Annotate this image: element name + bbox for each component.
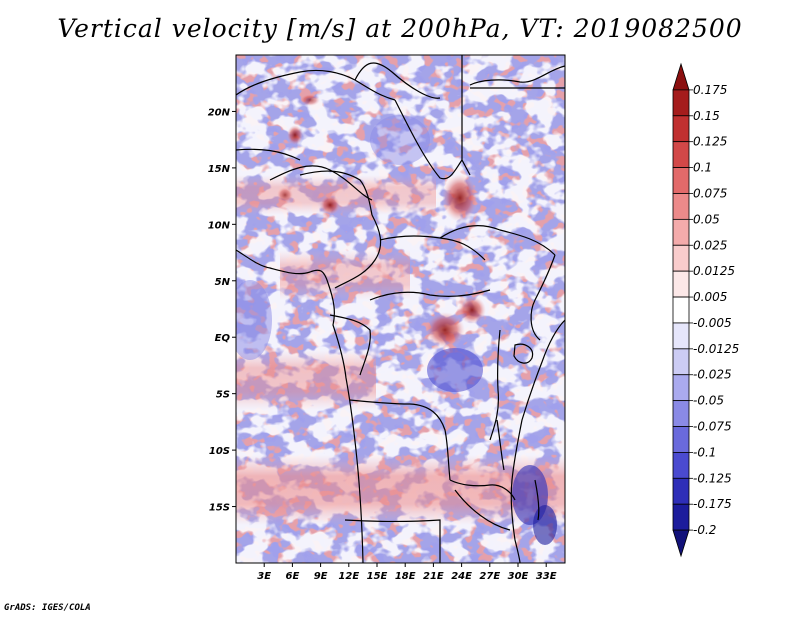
colorbar-label: 0.15	[693, 109, 720, 123]
colorbar-swatch	[672, 244, 690, 272]
colorbar-label: -0.075	[693, 420, 732, 434]
border-zambia-zimbabwe	[454, 489, 511, 531]
colorbar-swatch	[672, 193, 690, 220]
border-namibia	[344, 519, 441, 563]
colorbar-swatch	[672, 115, 690, 143]
lon-tick-label: 9E	[314, 571, 328, 582]
border-sudan-ssudan	[439, 225, 556, 256]
colorbar-swatch	[672, 374, 690, 402]
colorbar-swatch	[672, 167, 690, 194]
colorbar-swatch	[672, 452, 690, 479]
colorbar-swatch	[672, 529, 690, 558]
colorbar-swatch	[672, 141, 690, 168]
border-drc-angola	[349, 399, 451, 481]
colorbar-label: 0.025	[693, 238, 727, 252]
west-africa-coastline	[236, 249, 364, 563]
colorbar-label: 0.005	[693, 290, 727, 304]
border-nigeria-cameroon	[334, 214, 382, 289]
lat-tick-label: 15S	[209, 503, 230, 514]
lat-tick-label: 5S	[216, 390, 230, 401]
lon-tick-label: 21E	[423, 571, 444, 582]
colorbar-swatch	[672, 503, 690, 531]
lon-tick-label: 12E	[338, 571, 359, 582]
colorbar-label: 0.1	[693, 161, 712, 175]
colorbar-label: -0.025	[693, 368, 732, 382]
lon-tick-label: 6E	[286, 571, 300, 582]
lake-tanganyika	[496, 419, 505, 471]
colorbar-swatch	[672, 348, 690, 376]
lon-axis: 3E 6E 9E 12E 15E 18E 21E 24E 27E 30E 33E	[257, 563, 557, 582]
border-car-drc	[369, 289, 491, 301]
colorbar-label: 0.175	[693, 83, 727, 97]
border-algeria-niger	[354, 62, 441, 99]
border-gabon-congo	[329, 314, 371, 376]
lat-tick-label: EQ	[215, 333, 231, 344]
boundaries	[236, 55, 565, 563]
colorbar-label: -0.0125	[693, 342, 739, 356]
colorbar-label: -0.175	[693, 497, 732, 511]
colorbar-swatch	[672, 218, 690, 246]
border-ethiopia	[530, 254, 556, 341]
colorbar-label: 0.125	[693, 135, 727, 149]
border-drc-east	[489, 329, 501, 441]
lat-tick-label: 10N	[208, 220, 231, 231]
border-sahel	[236, 148, 301, 161]
colorbar-label: 0.0125	[693, 264, 735, 278]
lon-tick-label: 27E	[479, 571, 500, 582]
border-libya-sudan	[461, 55, 471, 176]
border-mauritania-mali	[236, 69, 396, 101]
lake-malawi	[534, 479, 540, 521]
border-mali-burkina	[269, 165, 373, 201]
lat-tick-label: 5N	[215, 277, 231, 288]
border-angola-zambia	[449, 479, 516, 501]
lat-tick-label: 15N	[208, 164, 231, 175]
lon-tick-label: 30E	[508, 571, 529, 582]
lat-tick-label: 10S	[209, 446, 230, 457]
red-sea-coast	[469, 65, 565, 86]
colorbar: 0.175 0.15 0.125 0.1 0.075 0.05 0.025 0.0125 0.0…	[672, 62, 739, 558]
lon-tick-label: 3E	[257, 571, 271, 582]
lon-tick-label: 18E	[395, 571, 416, 582]
colorbar-swatch	[672, 89, 690, 117]
colorbar-label: -0.125	[693, 471, 732, 485]
lat-axis: 20N 15N 10N 5N EQ 5S 10S 15S	[208, 107, 236, 514]
lon-tick-label: 15E	[367, 571, 388, 582]
colorbar-label: -0.1	[693, 445, 716, 459]
grads-credit: GrADS: IGES/COLA	[4, 603, 91, 613]
colorbar-swatch	[672, 322, 690, 350]
colorbar-label: -0.05	[693, 394, 724, 408]
lat-tick-label: 20N	[208, 107, 231, 118]
lon-tick-label: 33E	[536, 571, 557, 582]
lake-victoria	[513, 343, 534, 364]
velocity-field	[236, 55, 565, 563]
east-africa-coastline	[510, 319, 565, 563]
border-niger-chad	[394, 99, 463, 180]
colorbar-swatch	[672, 62, 690, 91]
colorbar-label: -0.005	[693, 316, 732, 330]
lon-tick-label: 24E	[451, 571, 472, 582]
colorbar-swatch	[672, 477, 690, 505]
map-frame	[235, 54, 566, 564]
map-title: Vertical velocity [m/s] at 200hPa, VT: 2…	[57, 14, 743, 43]
colorbar-swatch	[672, 270, 690, 298]
colorbar-label: 0.075	[693, 186, 727, 200]
colorbar-swatch	[672, 296, 690, 324]
colorbar-swatch	[672, 400, 690, 427]
border-nigeria-north	[299, 170, 373, 216]
colorbar-label: 0.05	[693, 212, 720, 226]
colorbar-label: -0.2	[693, 523, 716, 537]
colorbar-swatch	[672, 426, 690, 453]
